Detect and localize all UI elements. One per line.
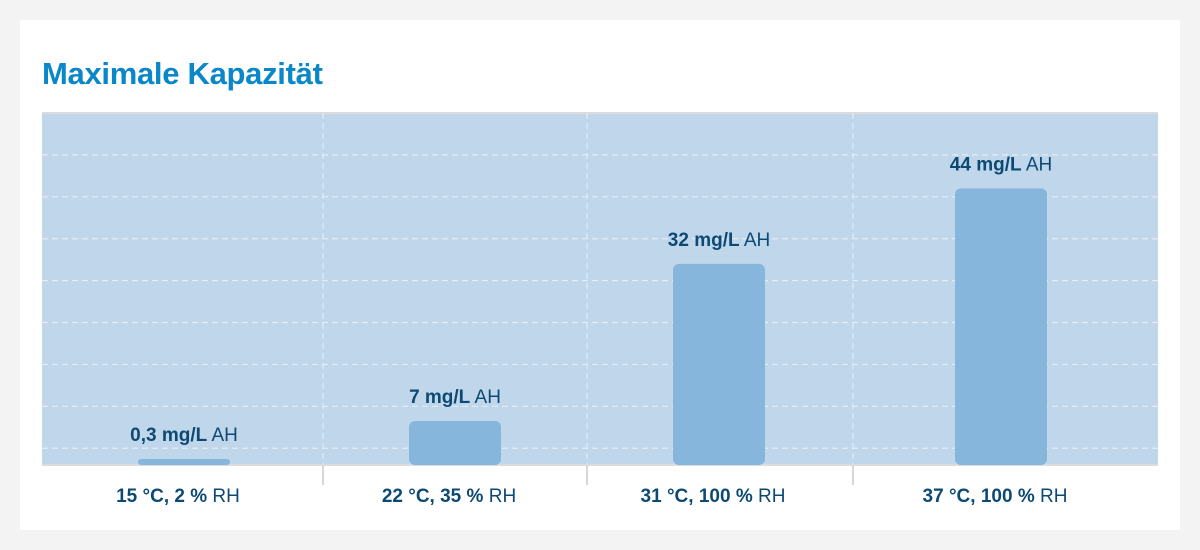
bar	[409, 421, 501, 465]
category-label: 22 °C, 35 % RH	[382, 486, 516, 507]
bar	[673, 263, 765, 465]
bar	[138, 459, 230, 465]
data-label: 0,3 mg/L AH	[130, 425, 238, 446]
data-label: 32 mg/L AH	[668, 230, 770, 251]
bar	[955, 188, 1047, 465]
category-label: 31 °C, 100 % RH	[641, 486, 786, 507]
chart-title: Maximale Kapazität	[42, 56, 323, 91]
category-label: 37 °C, 100 % RH	[923, 486, 1068, 507]
category-label: 15 °C, 2 % RH	[116, 486, 240, 507]
data-label: 7 mg/L AH	[409, 387, 501, 408]
data-label: 44 mg/L AH	[950, 154, 1052, 175]
